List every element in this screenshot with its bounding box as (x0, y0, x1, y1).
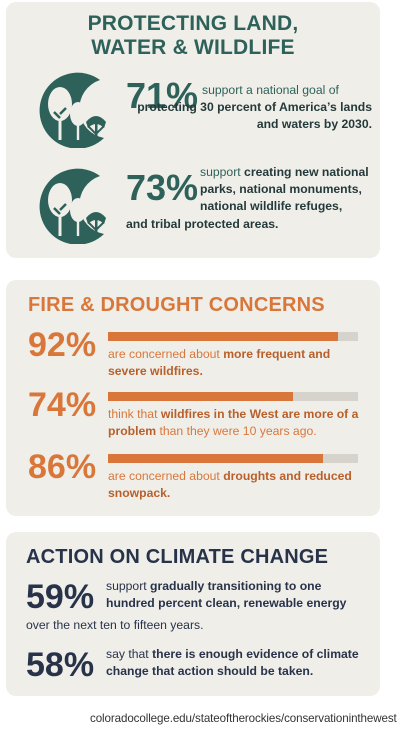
fire-stat1-bar-fill (108, 332, 338, 341)
land-stat2-post-wrap: and tribal protected areas. (126, 216, 372, 233)
fire-stat2-value: 74% (28, 386, 97, 424)
climate-title: ACTION ON CLIMATE CHANGE (26, 546, 329, 568)
land-title: PROTECTING LAND, WATER & WILDLIFE (63, 12, 323, 60)
fire-stat2-emphasis: wildfires in the West are more of a prob… (108, 407, 359, 438)
fire-stat3-value: 86% (28, 448, 97, 486)
land-stat2-pre: support (200, 165, 241, 179)
land-stat1-pre: support a national goal of (202, 83, 339, 97)
fire-stat2-bar (108, 392, 358, 401)
fire-stat3-bar (108, 454, 358, 463)
fire-stat1-bar (108, 332, 358, 341)
land-stat1-value: 71% (126, 75, 199, 116)
climate-stat1-post: over the next ten to fifteen years. (26, 618, 204, 632)
land-stat1-emphasis-text: protecting 30 percent of America’s lands… (137, 100, 372, 131)
fire-stat1-value: 92% (28, 326, 97, 364)
land-card: PROTECTING LAND, WATER & WILDLIFE 71% su… (6, 2, 380, 258)
forest-trees-icon (39, 168, 106, 244)
fire-stat3-text: are concerned about droughts and reduced… (108, 468, 370, 502)
climate-stat2-emphasis: there is enough evidence of climate chan… (106, 647, 359, 678)
forest-trees-icon (39, 72, 106, 148)
land-stat2-text: support creating new national parks, nat… (200, 164, 376, 215)
climate-card: ACTION ON CLIMATE CHANGE 59% support gra… (6, 532, 380, 696)
climate-stat2-text: say that there is enough evidence of cli… (106, 646, 368, 680)
land-stat1-text: support a national goal of (202, 82, 372, 99)
climate-stat1-text: support gradually transitioning to one h… (106, 578, 368, 612)
land-stat1-emphasis: protecting 30 percent of America’s lands… (126, 99, 372, 133)
fire-title: FIRE & DROUGHT CONCERNS (28, 294, 325, 316)
land-stat2-emphasis: creating new national parks, national mo… (200, 165, 369, 213)
fire-stat3-emphasis: droughts and reduced snowpack. (108, 469, 352, 500)
fire-stat2-post: than they were 10 years ago. (159, 424, 317, 438)
fire-stat1-emphasis: more frequent and severe wildfires. (108, 347, 331, 378)
fire-stat1-pre: are concerned about (108, 347, 220, 361)
fire-stat3-bar-fill (108, 454, 323, 463)
climate-stat1-value: 59% (26, 578, 95, 616)
land-title-line2: WATER & WILDLIFE (91, 36, 295, 59)
land-stat2-value: 73% (126, 167, 199, 208)
land-stat2-post: and tribal protected areas. (126, 217, 279, 231)
climate-stat1-emphasis: gradually transitioning to one hundred p… (106, 579, 347, 610)
fire-card: FIRE & DROUGHT CONCERNS 92% are concerne… (6, 280, 380, 516)
climate-stat1-post-wrap: over the next ten to fifteen years. (26, 617, 366, 634)
land-title-line1: PROTECTING LAND, (87, 12, 299, 35)
source-url: coloradocollege.edu/stateoftherockies/co… (90, 712, 397, 725)
climate-stat2-pre: say that (106, 647, 149, 661)
fire-stat2-bar-fill (108, 392, 293, 401)
fire-stat1-text: are concerned about more frequent and se… (108, 346, 370, 380)
fire-stat2-text: think that wildfires in the West are mor… (108, 406, 370, 440)
fire-stat2-pre: think that (108, 407, 158, 421)
climate-stat2-value: 58% (26, 646, 95, 684)
fire-stat3-pre: are concerned about (108, 469, 220, 483)
climate-stat1-pre: support (106, 579, 147, 593)
